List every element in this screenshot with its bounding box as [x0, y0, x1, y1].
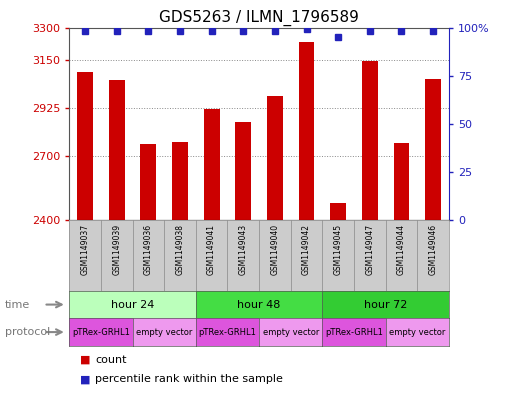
Text: GSM1149036: GSM1149036 — [144, 224, 153, 275]
Bar — [141, 144, 156, 220]
Bar — [362, 61, 378, 220]
Text: GSM1149037: GSM1149037 — [81, 224, 90, 275]
Text: GSM1149046: GSM1149046 — [428, 224, 438, 275]
Text: ■: ■ — [80, 354, 90, 365]
Text: GSM1149041: GSM1149041 — [207, 224, 216, 275]
Bar — [204, 109, 220, 220]
Text: hour 24: hour 24 — [111, 299, 154, 310]
Bar — [77, 72, 93, 220]
Text: empty vector: empty vector — [389, 328, 445, 336]
Text: count: count — [95, 354, 126, 365]
Text: ■: ■ — [80, 374, 90, 384]
Bar — [393, 143, 409, 220]
Title: GDS5263 / ILMN_1796589: GDS5263 / ILMN_1796589 — [159, 10, 359, 26]
Bar — [235, 122, 251, 220]
Text: pTRex-GRHL1: pTRex-GRHL1 — [72, 328, 130, 336]
Bar — [330, 203, 346, 220]
Bar — [299, 42, 314, 220]
Text: GSM1149040: GSM1149040 — [270, 224, 280, 275]
Text: pTRex-GRHL1: pTRex-GRHL1 — [325, 328, 383, 336]
Text: hour 72: hour 72 — [364, 299, 407, 310]
Text: GSM1149047: GSM1149047 — [365, 224, 374, 275]
Text: percentile rank within the sample: percentile rank within the sample — [95, 374, 283, 384]
Text: hour 48: hour 48 — [238, 299, 281, 310]
Text: GSM1149038: GSM1149038 — [175, 224, 185, 275]
Text: GSM1149039: GSM1149039 — [112, 224, 121, 275]
Text: GSM1149042: GSM1149042 — [302, 224, 311, 275]
Bar — [267, 96, 283, 220]
Text: GSM1149045: GSM1149045 — [333, 224, 343, 275]
Text: pTRex-GRHL1: pTRex-GRHL1 — [199, 328, 256, 336]
Text: empty vector: empty vector — [263, 328, 319, 336]
Text: GSM1149044: GSM1149044 — [397, 224, 406, 275]
Bar — [172, 142, 188, 220]
Text: time: time — [5, 299, 30, 310]
Text: GSM1149043: GSM1149043 — [239, 224, 248, 275]
Text: empty vector: empty vector — [136, 328, 192, 336]
Text: protocol: protocol — [5, 327, 50, 337]
Bar — [109, 80, 125, 220]
Bar — [425, 79, 441, 220]
